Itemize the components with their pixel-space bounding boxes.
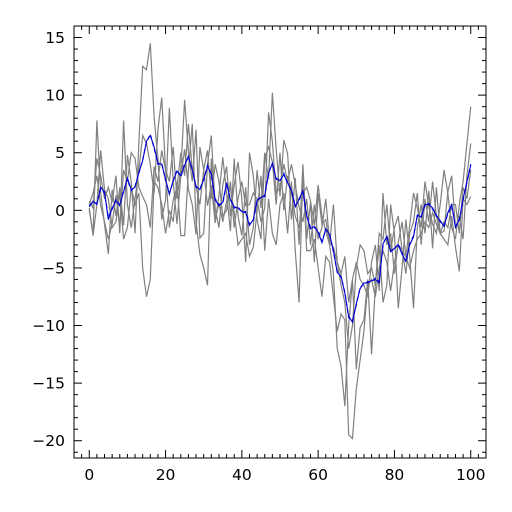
x-tick-label: 100 [456,466,486,484]
y-tick-label: −10 [32,317,65,335]
y-tick-label: −20 [32,432,65,450]
x-tick-label: 60 [308,466,328,484]
y-axis-tick-labels: 15 10 5 0 −5 −10 −15 −20 [32,29,65,450]
x-tick-label: 40 [232,466,252,484]
plot-frame [73,25,487,459]
y-tick-label: 10 [45,87,65,105]
trace-lines [88,43,472,440]
axis-ticks [73,25,487,458]
x-tick-label: 20 [156,466,176,484]
x-tick-label: 0 [84,466,94,484]
trace-line-1 [88,43,472,407]
trace-line-4 [88,123,472,440]
mean-line [88,134,472,324]
x-tick-label: 80 [385,466,405,484]
y-tick-label: −15 [32,375,65,393]
x-axis-tick-labels: 0 20 40 60 80 100 [84,466,485,484]
plot-area [73,25,487,459]
y-tick-label: 5 [55,144,65,162]
y-tick-label: −5 [42,259,65,277]
y-tick-label: 15 [45,29,65,47]
y-tick-label: 0 [55,202,65,220]
mean-lines [88,132,472,324]
